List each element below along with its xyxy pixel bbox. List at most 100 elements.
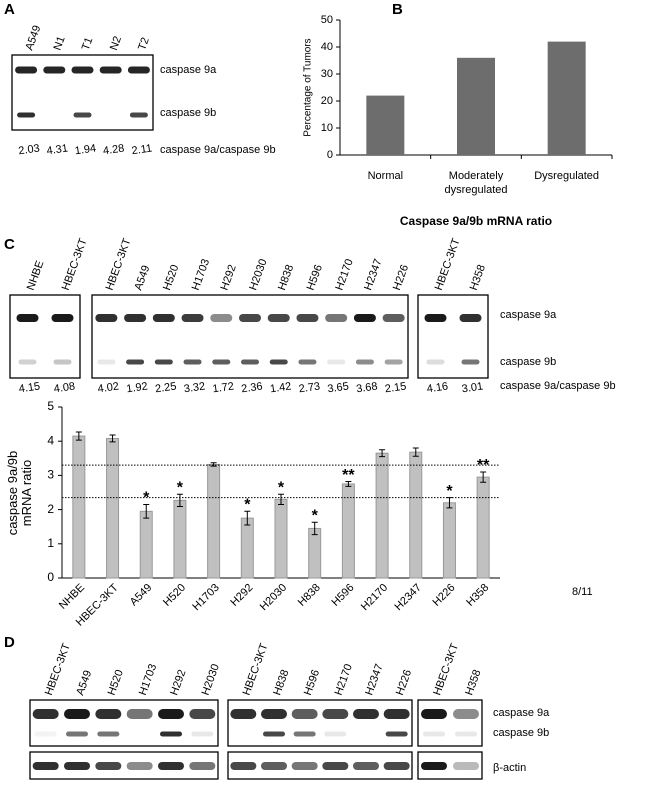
blot-band (53, 359, 72, 365)
bar (547, 41, 586, 155)
lane-label: H358 (463, 668, 483, 697)
blot-band (34, 731, 57, 737)
panel-letter: A (4, 1, 15, 18)
bar (476, 476, 490, 579)
lane-label: HBEC-3KT (43, 642, 73, 697)
blot-band (154, 359, 173, 365)
ratio-label: 3.68 (355, 380, 378, 395)
y-axis-label: Percentage of Tumors (303, 38, 314, 136)
lane-label: H2347 (363, 662, 385, 697)
lane-label: NHBE (25, 259, 47, 292)
blot-band (453, 709, 479, 719)
blot-band (210, 314, 233, 322)
error-bar (176, 493, 183, 508)
ratio-label: 1.94 (74, 142, 97, 157)
blot-band (51, 314, 74, 322)
x-tick-label: Moderately dysregulated (444, 170, 508, 196)
blot-band (296, 314, 319, 322)
panel-letter: D (4, 634, 15, 651)
blot-band (298, 359, 317, 365)
blot-band (126, 762, 153, 770)
lane-label: T2 (136, 36, 152, 52)
lane-label: N2 (108, 35, 124, 52)
blot-band (64, 709, 90, 719)
bar (139, 510, 153, 579)
blot-band (32, 709, 59, 719)
y-tick-label: 50 (321, 14, 333, 26)
lane-label: H520 (106, 668, 126, 697)
blot-band (421, 709, 447, 719)
blot-band (126, 709, 153, 719)
blot-frame (9, 294, 81, 379)
y-tick-label: 4 (47, 433, 54, 447)
x-tick-label: H358 (464, 582, 491, 609)
lane-label: H1703 (190, 257, 212, 292)
ratio-label: 3.65 (327, 380, 350, 395)
blot-band (17, 112, 36, 118)
y-axis-label: caspase 9a/9b mRNA ratio (5, 450, 34, 535)
band-label: caspase 9a (500, 309, 557, 321)
blot-band (421, 762, 447, 770)
blot-band (459, 314, 482, 322)
blot-band (322, 709, 349, 719)
y-tick-label: 30 (321, 68, 333, 80)
ratio-label: 4.08 (53, 380, 76, 395)
lane-label: H292 (219, 263, 239, 292)
ratio-axis-label: caspase 9a/caspase 9b (500, 380, 616, 392)
error-bar (278, 493, 284, 505)
bar (308, 527, 322, 579)
y-tick-label: 10 (321, 122, 333, 134)
bar (442, 502, 456, 579)
significance-mark: ** (477, 457, 490, 474)
panel-letter: B (392, 1, 403, 18)
error-bar (210, 462, 217, 467)
lane-label: H2170 (333, 662, 355, 697)
blot-band (32, 762, 59, 770)
significance-mark: * (446, 483, 453, 500)
ratio-label: 3.32 (183, 380, 206, 395)
lane-label: A549 (132, 264, 152, 292)
y-tick-label: 5 (47, 399, 54, 413)
blot-band (241, 359, 259, 365)
lane-label: H2170 (333, 257, 355, 292)
lane-label: HBEC-3KT (433, 237, 463, 292)
lane-label: H2030 (200, 662, 222, 697)
blot-band (424, 314, 447, 322)
blot-band (66, 731, 88, 737)
blot-band (129, 112, 148, 118)
lane-label: H358 (468, 263, 488, 292)
blot-band (160, 731, 182, 737)
lane-label: H292 (168, 668, 188, 697)
lane-label: H2347 (362, 257, 384, 292)
ratio-label: 2.36 (241, 380, 264, 395)
ratio-label: 4.16 (426, 380, 449, 395)
blot-band (152, 314, 175, 322)
ratio-label: 2.25 (154, 380, 177, 395)
band-label: caspase 9b (500, 356, 556, 368)
blot-band (97, 359, 116, 365)
blot-band (95, 314, 118, 322)
error-bar (244, 510, 251, 526)
blot-band (95, 762, 122, 770)
bar (274, 498, 288, 579)
blot-band (353, 709, 379, 719)
error-bar (345, 481, 352, 487)
blot-band (189, 709, 216, 719)
blot-band (291, 762, 318, 770)
lane-label: A549 (74, 669, 94, 697)
band-label: caspase 9b (160, 107, 216, 119)
blot-band (353, 762, 379, 770)
lane-label: N1 (52, 35, 68, 52)
significance-mark: * (143, 490, 150, 507)
error-bar (412, 447, 419, 457)
blot-band (18, 359, 37, 365)
blot-band (230, 709, 257, 719)
bar (409, 451, 423, 579)
y-tick-label: 0 (47, 570, 54, 584)
blot-frame (417, 699, 483, 747)
blot-frame (227, 751, 413, 780)
band-label: caspase 9b (493, 727, 549, 739)
panel-letter: C (4, 236, 15, 253)
blot-band (322, 762, 349, 770)
